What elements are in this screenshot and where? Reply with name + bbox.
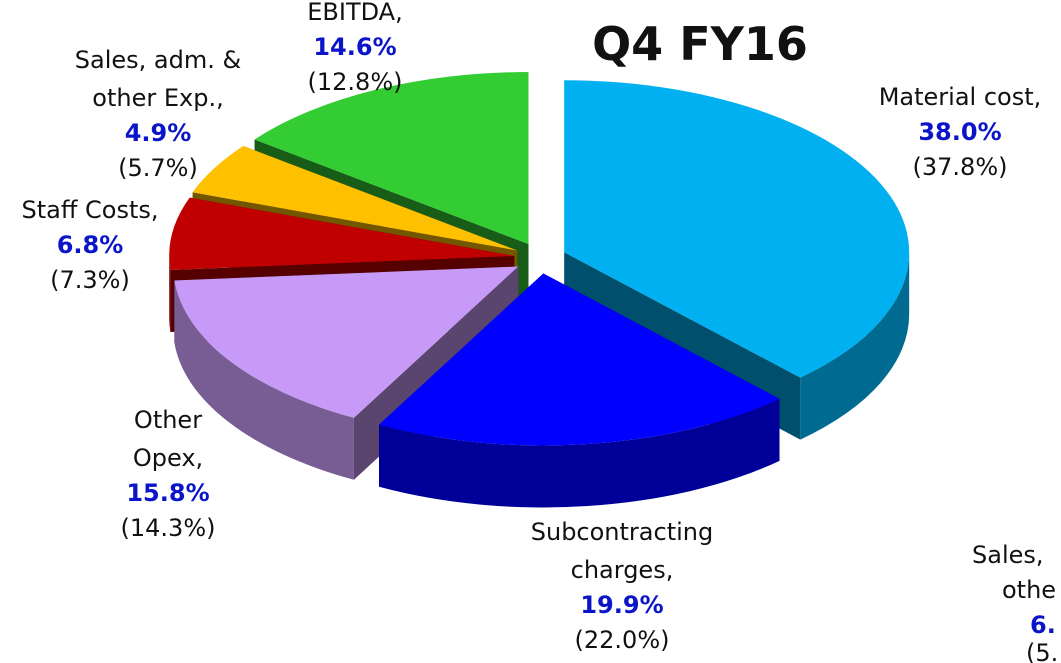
category-label: Other Opex, bbox=[133, 406, 203, 472]
value-label: 15.8% bbox=[126, 479, 209, 507]
previous-value-label: (5.7%) bbox=[118, 154, 198, 182]
category-label: Material cost, bbox=[879, 83, 1042, 111]
slice-top bbox=[192, 145, 518, 251]
previous-value-label: (22.0%) bbox=[575, 626, 670, 654]
value-label: 14.6% bbox=[313, 33, 396, 61]
previous-value-label: (37.8%) bbox=[913, 153, 1008, 181]
value-label: 38.0% bbox=[918, 118, 1001, 146]
category-label: Subcontracting charges, bbox=[531, 518, 713, 584]
slice-wall bbox=[800, 252, 910, 440]
slice-wall bbox=[174, 280, 354, 480]
category-label: Staff Costs, bbox=[21, 196, 158, 224]
previous-value-label: (14.3%) bbox=[121, 514, 216, 542]
chart-title: Q4 FY16 bbox=[592, 17, 808, 71]
slice-top bbox=[564, 80, 910, 378]
value-label: 19.9% bbox=[580, 591, 663, 619]
cropped-label: othe bbox=[1002, 576, 1056, 604]
slice-top bbox=[379, 273, 780, 446]
cropped-label: Sales, bbox=[972, 541, 1044, 569]
value-label: 6.8% bbox=[57, 231, 124, 259]
cropped-label: 6. bbox=[1030, 611, 1056, 639]
previous-value-label: (12.8%) bbox=[308, 68, 403, 96]
category-label: Sales, adm. & other Exp., bbox=[75, 46, 241, 112]
category-label: EBITDA, bbox=[307, 0, 402, 26]
slice-top bbox=[254, 72, 529, 245]
slice-wall bbox=[169, 255, 171, 332]
slice-wall bbox=[379, 398, 780, 508]
value-label: 4.9% bbox=[125, 119, 192, 147]
previous-value-label: (7.3%) bbox=[50, 266, 130, 294]
slice-top bbox=[174, 266, 519, 418]
slice-top bbox=[169, 197, 515, 270]
cropped-label: (5. bbox=[1026, 639, 1058, 663]
slice bbox=[379, 273, 780, 508]
